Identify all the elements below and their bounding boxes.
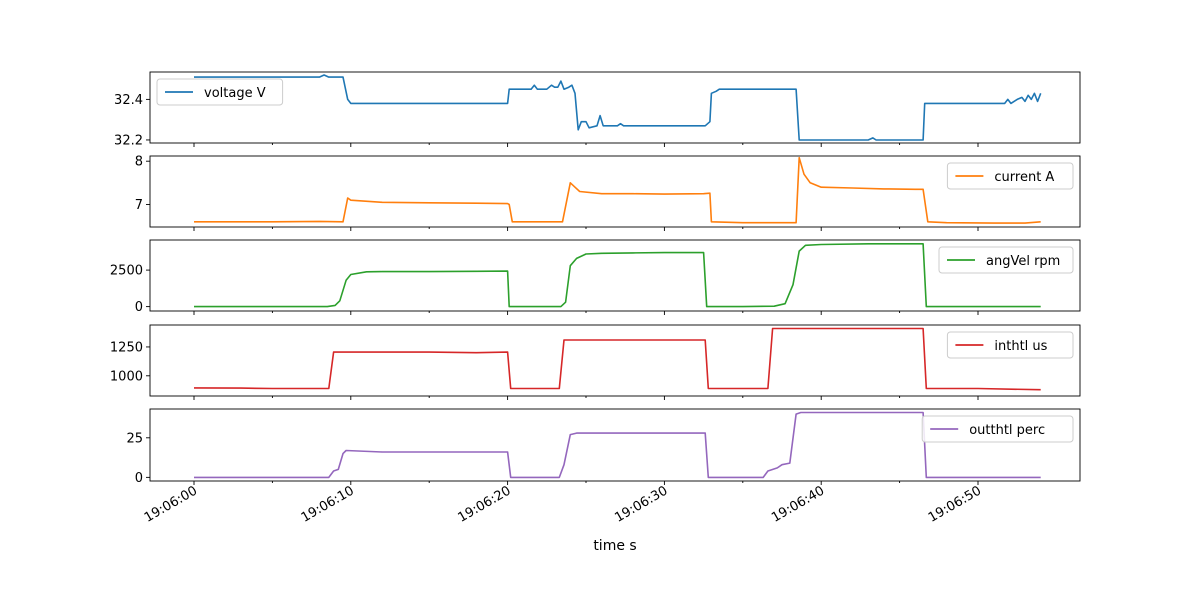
legend-box bbox=[921, 415, 1074, 443]
series-line-voltage-v bbox=[194, 74, 1042, 141]
legend: current A bbox=[946, 162, 1074, 190]
subplot-voltage-v: 32.2 32.4 voltage V bbox=[114, 71, 1081, 148]
series-line-angvel-rpm bbox=[194, 243, 1041, 308]
legend-box bbox=[946, 162, 1074, 190]
legend: outthtl perc bbox=[921, 415, 1074, 443]
legend-label: outthtl perc bbox=[969, 423, 1045, 438]
series-line-outthtl-perc bbox=[194, 411, 1041, 479]
legend-label: voltage V bbox=[204, 86, 266, 101]
legend-box bbox=[156, 78, 284, 106]
axes-frame bbox=[149, 239, 1081, 312]
subplot-outthtl-perc: 0 25 outthtl perc bbox=[126, 408, 1081, 486]
axes-frame bbox=[149, 71, 1081, 144]
y-tick-label: 7 bbox=[135, 198, 143, 213]
y-tick-label: 32.2 bbox=[114, 133, 143, 148]
subplot-angvel-rpm: 0 2500 angVel rpm bbox=[110, 239, 1081, 315]
legend: inthtl us bbox=[946, 331, 1074, 359]
legend-box bbox=[938, 246, 1074, 274]
legend-label: angVel rpm bbox=[986, 254, 1060, 269]
y-tick-label: 1250 bbox=[110, 340, 143, 355]
y-tick-label: 1000 bbox=[110, 369, 143, 384]
legend-label: current A bbox=[994, 170, 1054, 185]
subplot-inthtl-us: 1000 1250 inthtl us bbox=[110, 324, 1081, 400]
x-axis-label: time s bbox=[593, 538, 636, 554]
y-tick-label: 25 bbox=[126, 431, 143, 446]
axes-frame bbox=[149, 324, 1081, 397]
y-tick-label: 0 bbox=[135, 471, 143, 486]
legend: voltage V bbox=[156, 78, 284, 106]
y-tick-label: 32.4 bbox=[114, 93, 143, 108]
legend: angVel rpm bbox=[938, 246, 1074, 274]
legend-box bbox=[946, 331, 1074, 359]
legend-label: inthtl us bbox=[994, 339, 1047, 354]
y-tick-label: 8 bbox=[135, 155, 143, 170]
subplots: 32.2 32.4 voltage V 7 8 current A 0 2500 angVel … bbox=[110, 71, 1081, 486]
subplot-current-a: 7 8 current A bbox=[135, 155, 1081, 231]
series-line-current-a bbox=[194, 156, 1041, 224]
y-tick-label: 2500 bbox=[110, 264, 143, 279]
axes-frame bbox=[149, 155, 1081, 228]
y-tick-label: 0 bbox=[135, 300, 143, 315]
series-line-inthtl-us bbox=[193, 327, 1041, 391]
axes-frame bbox=[149, 408, 1081, 482]
